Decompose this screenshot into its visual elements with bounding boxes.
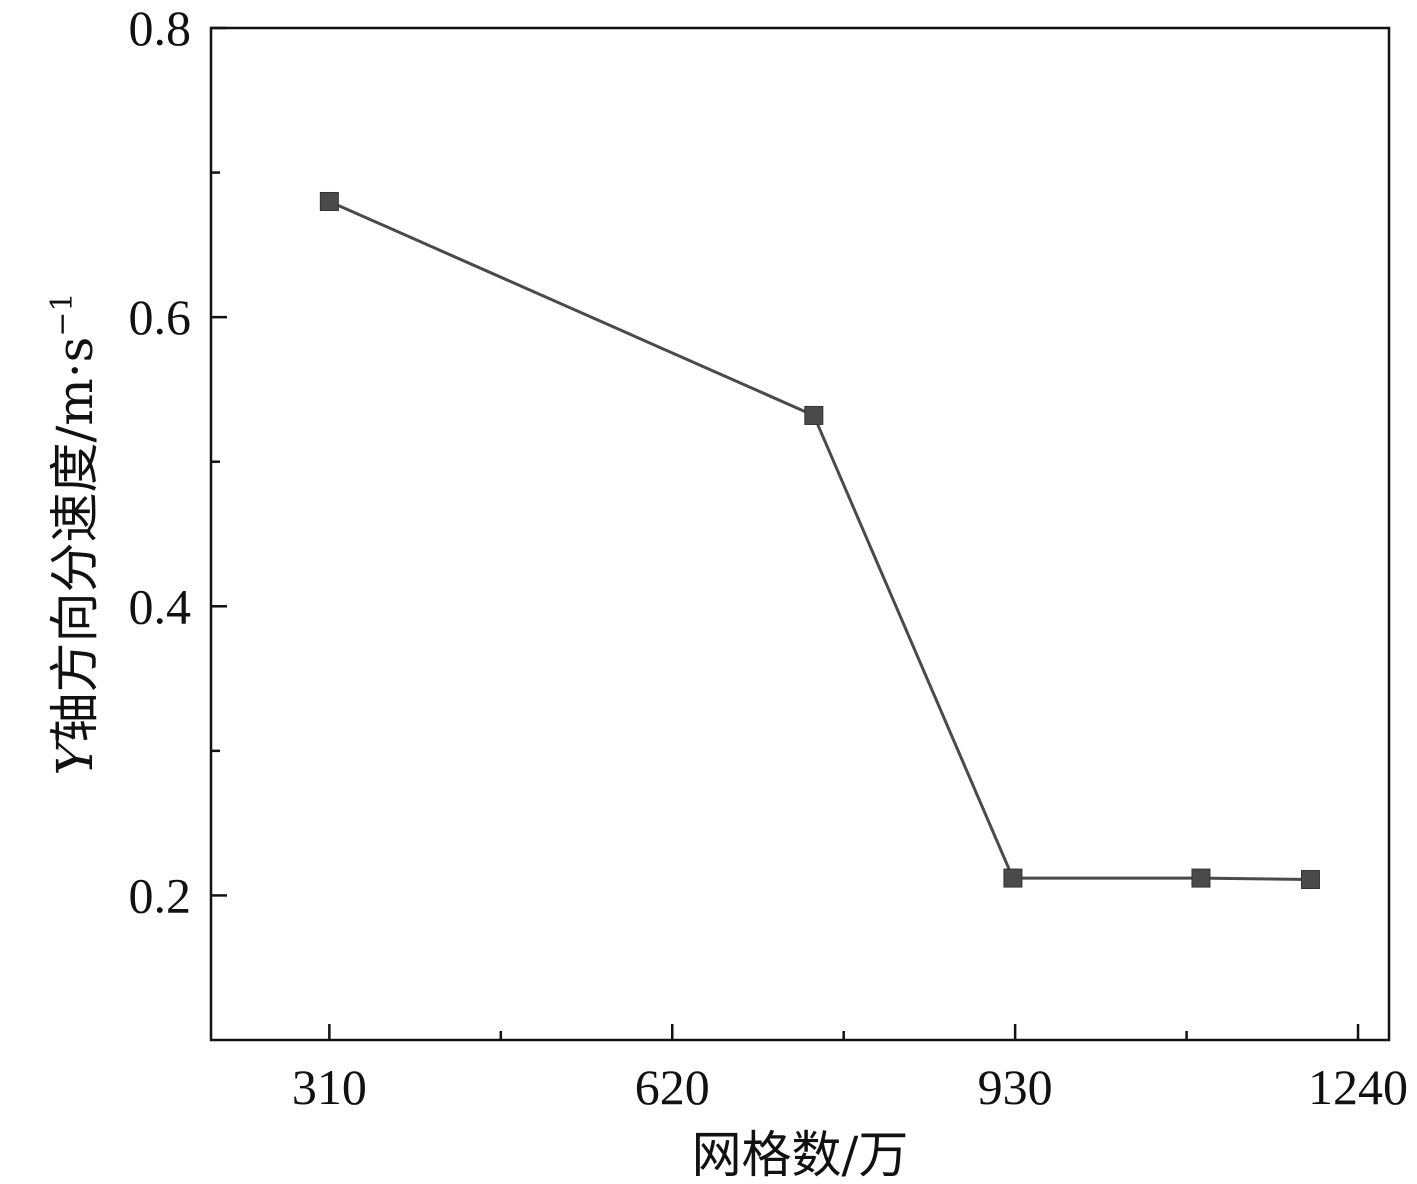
series-line xyxy=(328,200,1311,882)
y-tick-label: 0.8 xyxy=(129,0,192,56)
y-axis-title-superscript: −1 xyxy=(45,292,80,336)
x-tick-label: 310 xyxy=(292,1059,367,1115)
x-axis-ticks: 310 620 930 1240 xyxy=(292,1024,1408,1115)
series-point xyxy=(804,405,824,425)
series-point xyxy=(1191,868,1211,888)
series-point xyxy=(319,191,339,211)
x-axis-title: 网格数/万 xyxy=(692,1126,909,1184)
y-axis-title: Y轴方向分速度/m·s−1 xyxy=(45,292,104,775)
y-tick-label: 0.6 xyxy=(129,289,192,345)
plot-frame xyxy=(209,26,1391,1042)
x-tick-label: 930 xyxy=(978,1059,1053,1115)
y-axis-ticks: 0.2 0.4 0.6 0.8 xyxy=(129,0,227,923)
series-point xyxy=(1003,868,1023,888)
x-tick-label: 1240 xyxy=(1308,1059,1408,1115)
y-axis-title-prefix: Y xyxy=(46,739,104,776)
y-tick-label: 0.2 xyxy=(129,867,192,923)
series-point xyxy=(1300,870,1320,890)
y-axis-title-text: 轴方向分速度/m·s xyxy=(46,337,104,743)
series-layer xyxy=(319,191,1320,890)
x-tick-label: 620 xyxy=(635,1059,710,1115)
y-tick-label: 0.4 xyxy=(129,578,192,634)
